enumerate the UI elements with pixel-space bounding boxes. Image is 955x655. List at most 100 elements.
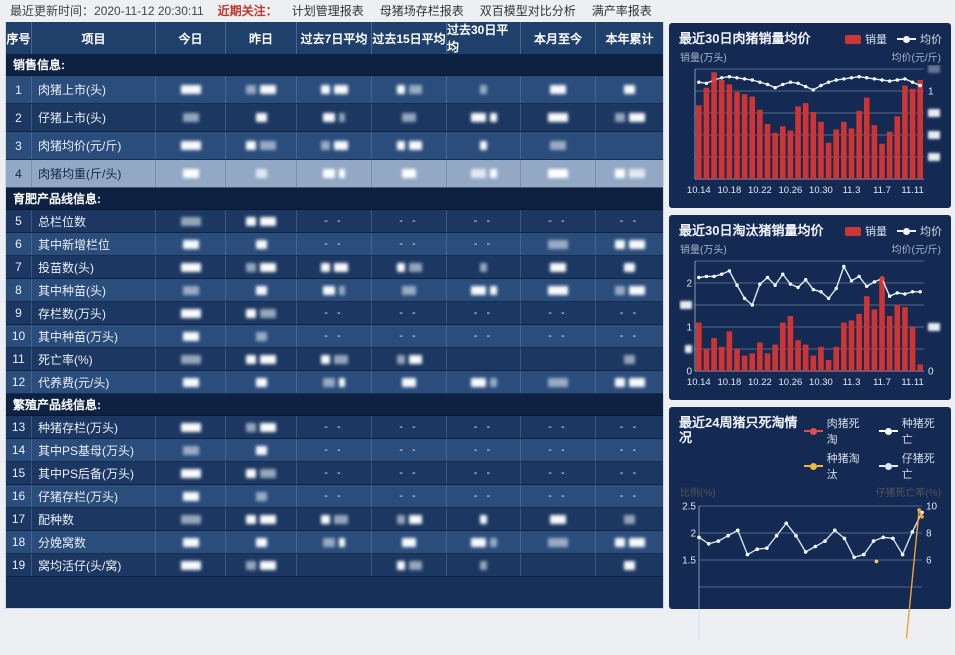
table-row[interactable]: 5 总栏位数 - - - - - - - - - - (6, 210, 663, 233)
table-row[interactable]: 11 死亡率(%) (6, 348, 663, 371)
data-cell (156, 462, 226, 484)
empty-value-marker: - - (399, 421, 419, 433)
legend-item-销量[interactable]: 销量 (845, 31, 887, 47)
empty-value-marker: - - (473, 444, 494, 456)
table-row[interactable]: 8 其中种苗(头) (6, 279, 663, 302)
data-cell (596, 256, 663, 278)
y-axis-right-title: 均价(元/斤) (891, 245, 941, 256)
table-row[interactable]: 6 其中新增栏位 - - - - - - (6, 233, 663, 256)
redacted-value-block (489, 285, 497, 295)
data-cell: - - (596, 416, 663, 438)
redacted-value-block (246, 262, 256, 272)
data-cell (226, 132, 297, 159)
empty-value-marker: - - (324, 215, 344, 227)
redacted-value-block (320, 85, 330, 94)
topbar-link-3[interactable]: 双百模型对比分析 (479, 4, 576, 18)
data-cell (372, 531, 447, 553)
legend-item-销量[interactable]: 销量 (845, 223, 887, 239)
data-cell (447, 132, 521, 159)
data-cell (226, 104, 297, 131)
bars-series (696, 278, 923, 371)
data-cell (226, 233, 297, 255)
redacted-value-block (396, 141, 405, 150)
data-cell (447, 531, 521, 553)
data-cell (156, 554, 226, 576)
redacted-value-block (246, 422, 256, 432)
redacted-value-block (614, 377, 625, 387)
axis-titles-row: 比例(%) 仔猪死亡率(%) (680, 484, 941, 499)
report-table: 序号 项目 今日 昨日 过去7日平均 过去15日平均 过去30日平均 本月至今 本年累计 销售信息… (5, 22, 664, 609)
column-header-7: 过去30日平均 (447, 22, 521, 54)
chart-legend: 销量 均价 (845, 223, 942, 239)
legend-line-dot-icon (897, 35, 916, 43)
redacted-value-block (489, 377, 497, 387)
topbar-link-4[interactable]: 满产率报表 (591, 4, 652, 18)
data-cell: - - (596, 325, 663, 347)
table-row[interactable]: 2 仔猪上市(头) (6, 104, 663, 132)
legend-line-dot-icon (878, 427, 898, 435)
redacted-value-block (180, 85, 201, 94)
row-item-label: 其中种苗(头) (32, 279, 156, 301)
data-cell (297, 348, 372, 370)
data-cell (226, 210, 297, 232)
piglet-death-line-series (697, 510, 924, 560)
legend-line-dot-icon (803, 462, 823, 470)
axis-tick-label: 2 (686, 279, 692, 290)
table-row[interactable]: 17 配种数 (6, 508, 663, 531)
redacted-value-block (614, 239, 625, 249)
redacted-value-block (333, 141, 348, 150)
table-row[interactable]: 14 其中PS基母(万头) - - - - - - - - - - (6, 439, 663, 462)
table-row[interactable]: 16 仔猪存栏(万头) - - - - - - - - - - (6, 485, 663, 508)
column-header-2: 项目 (32, 22, 156, 54)
row-item-label: 代养费(元/头) (32, 371, 156, 393)
legend-item-肉猪死淘[interactable]: 肉猪死淘 (803, 415, 867, 447)
topbar-link-1[interactable]: 计划管理报表 (291, 4, 364, 18)
legend-item-种猪死亡[interactable]: 种猪死亡 (878, 415, 942, 447)
row-item-label: 肉猪上市(头) (32, 76, 156, 103)
table-row[interactable]: 12 代养费(元/头) (6, 371, 663, 394)
table-row[interactable]: 3 肉猪均价(元/斤) (6, 132, 663, 160)
row-item-label: 存栏数(万头) (32, 302, 156, 324)
legend-item-仔猪死亡[interactable]: 仔猪死亡 (878, 450, 942, 482)
chart-canvas: 1 10.14 10.18 10.22 10.26 10.30 11.3 11.7 11.11 (687, 65, 940, 196)
data-cell (596, 132, 663, 159)
row-number: 17 (6, 508, 32, 530)
section-header: 销售信息: (6, 54, 663, 76)
legend-item-均价[interactable]: 均价 (897, 31, 942, 47)
row-item-label: 窝均活仔(头/窝) (32, 554, 156, 576)
table-row[interactable]: 19 窝均活仔(头/窝) (6, 554, 663, 577)
table-row[interactable]: 18 分娩窝数 (6, 531, 663, 554)
table-row[interactable]: 1 肉猪上市(头) (6, 76, 663, 104)
data-cell: - - (521, 462, 596, 484)
table-row[interactable]: 9 存栏数(万头) - - - - - - - - - - (6, 302, 663, 325)
legend-item-种猪淘汰[interactable]: 种猪淘汰 (803, 450, 867, 482)
table-row[interactable]: 10 其中种苗(万头) - - - - - - - - - - (6, 325, 663, 348)
empty-value-marker: - - (473, 330, 494, 342)
topbar: 最近更新时间：2020-11-12 20:30:11 近期关注： 计划管理报表 母… (0, 0, 955, 20)
redacted-value-block (396, 560, 405, 570)
data-cell (226, 531, 297, 553)
redacted-value-block (180, 141, 201, 150)
data-cell (521, 233, 596, 255)
redacted-value-block (182, 491, 199, 501)
empty-value-marker: - - (399, 467, 419, 479)
table-row[interactable]: 15 其中PS后备(万头) - - - - - - - - - - (6, 462, 663, 485)
redacted-value-block (548, 239, 568, 249)
legend-item-均价[interactable]: 均价 (897, 223, 942, 239)
topbar-link-2[interactable]: 母猪场存栏报表 (379, 4, 464, 18)
empty-value-marker: - - (473, 215, 494, 227)
table-row[interactable]: 13 种猪存栏(万头) - - - - - - - - - - (6, 416, 663, 439)
data-cell (447, 76, 521, 103)
redacted-value-block (255, 285, 267, 295)
axis-tick-label: 6 (926, 556, 932, 567)
empty-value-marker: - - (473, 490, 494, 502)
table-row[interactable]: 4 肉猪均重(斤/头) (6, 160, 663, 188)
table-row[interactable]: 7 投苗数(头) (6, 256, 663, 279)
redacted-value-block (628, 239, 645, 249)
redacted-value-block (246, 308, 256, 318)
data-cell (447, 554, 521, 576)
topbar-links: 计划管理报表 母猪场存栏报表 双百模型对比分析 满产率报表 (292, 2, 652, 19)
redacted-value-block (624, 85, 635, 94)
avg-price-line-series (697, 75, 922, 92)
row-number: 10 (6, 325, 32, 347)
